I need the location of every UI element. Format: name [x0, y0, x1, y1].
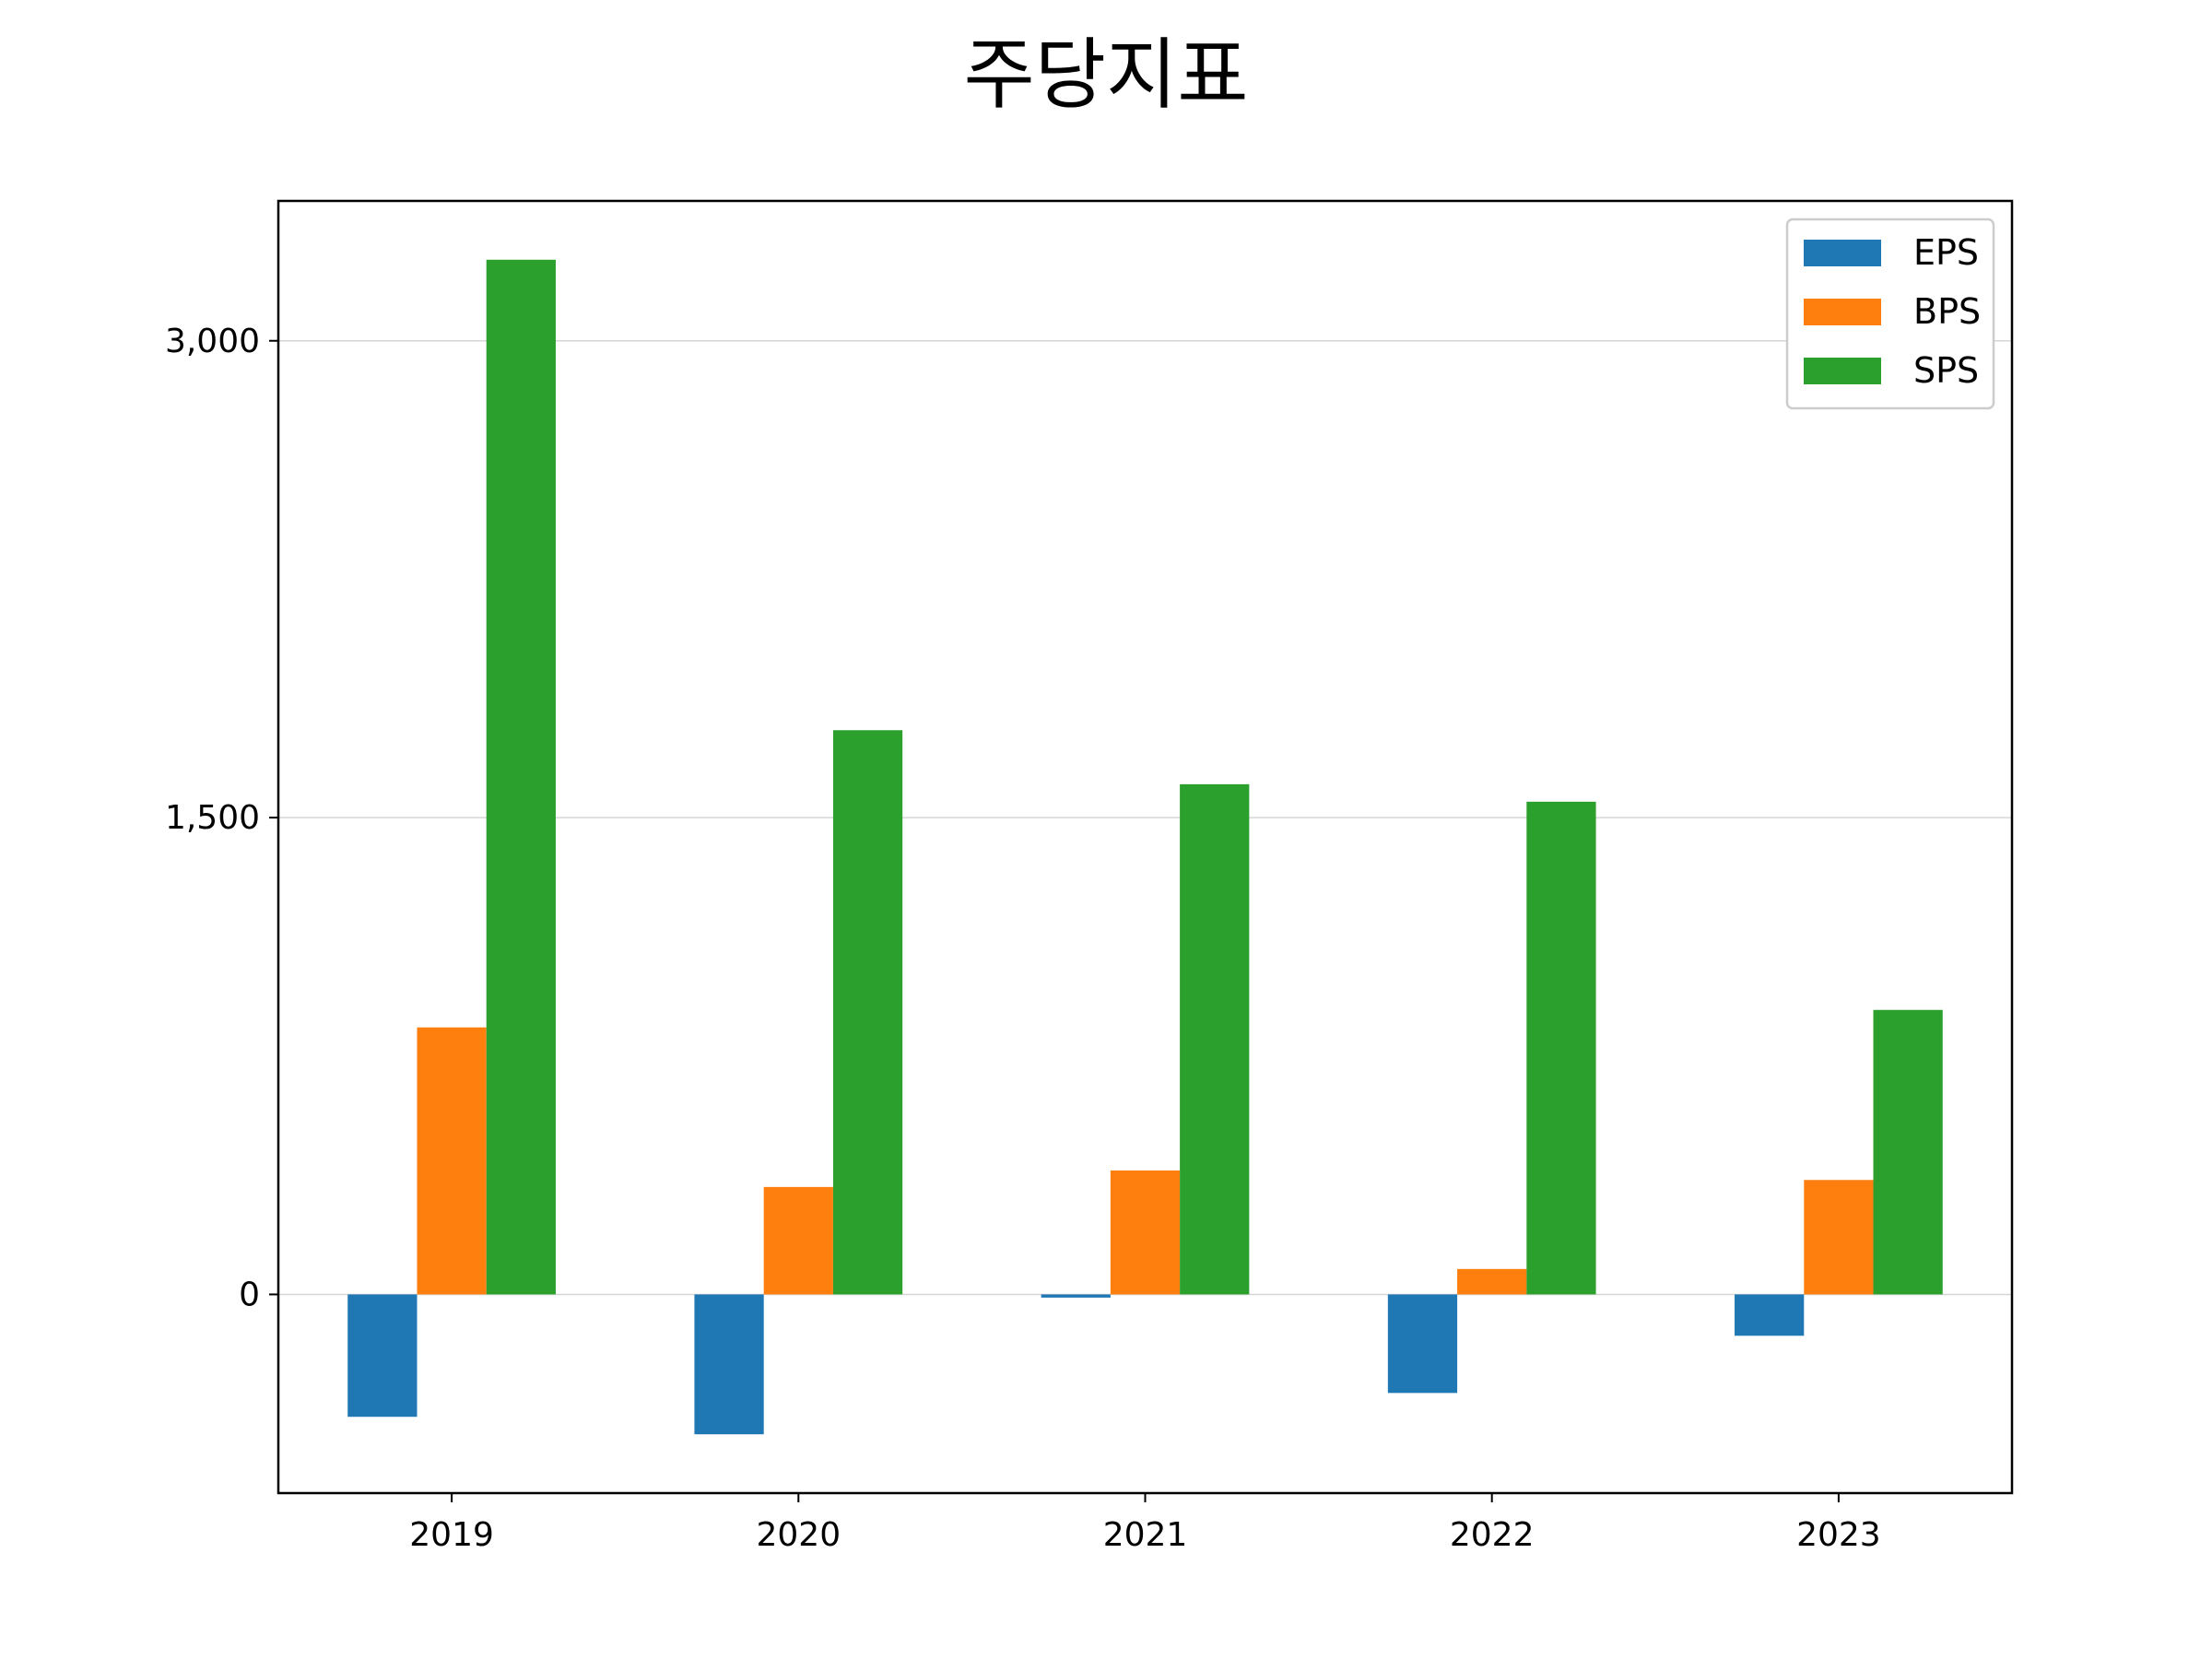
bar-eps-2019	[347, 1294, 418, 1418]
legend: EPS BPS SPS	[1785, 218, 1995, 410]
legend-swatch-bps	[1804, 299, 1881, 325]
bar-eps-2022	[1387, 1294, 1458, 1394]
x-tick-label: 2020	[756, 1516, 841, 1554]
bar-bps-2023	[1804, 1180, 1874, 1295]
x-tick-label: 2021	[1103, 1516, 1188, 1554]
bar-eps-2023	[1735, 1294, 1805, 1336]
y-axis: 0 1,500 3,000	[165, 323, 278, 1313]
bar-sps-2023	[1873, 1009, 1943, 1295]
y-tick-label: 0	[239, 1276, 260, 1313]
bar-eps-2020	[694, 1294, 764, 1435]
x-tick-label: 2019	[409, 1516, 494, 1554]
bar-sps-2021	[1180, 783, 1250, 1295]
bar-bps-2019	[417, 1027, 487, 1295]
bar-sps-2022	[1526, 801, 1596, 1295]
bar-eps-2021	[1041, 1294, 1111, 1298]
bar-sps-2019	[486, 259, 556, 1295]
x-tick-label: 2022	[1450, 1516, 1535, 1554]
legend-label-sps: SPS	[1913, 350, 1979, 391]
y-tick-label: 3,000	[165, 323, 260, 360]
chart-title: 주당지표	[963, 29, 1249, 120]
bar-bps-2020	[763, 1186, 833, 1295]
bars	[347, 259, 1943, 1435]
bar-bps-2021	[1110, 1170, 1181, 1295]
legend-swatch-eps	[1804, 240, 1881, 266]
legend-label-eps: EPS	[1913, 232, 1979, 273]
x-tick-label: 2023	[1796, 1516, 1881, 1554]
bar-sps-2020	[832, 730, 903, 1295]
x-axis: 2019 2020 2021 2022 2023	[409, 1493, 1881, 1554]
y-tick-label: 1,500	[165, 799, 260, 837]
legend-swatch-sps	[1804, 358, 1881, 384]
bar-bps-2022	[1457, 1268, 1527, 1295]
legend-label-bps: BPS	[1913, 291, 1981, 332]
